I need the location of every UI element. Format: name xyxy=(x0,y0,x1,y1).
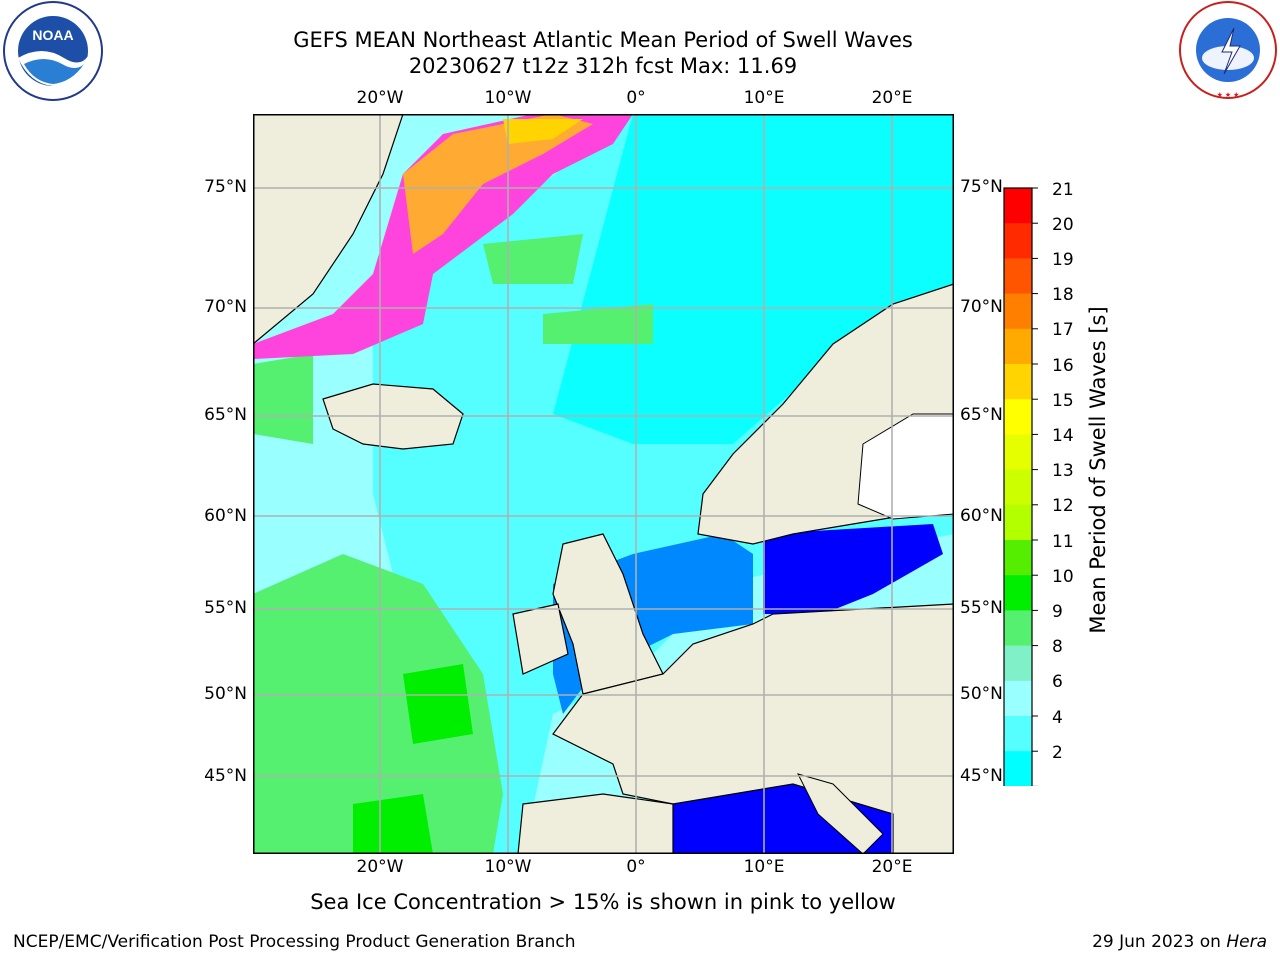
lat-label-right: 55°N xyxy=(960,598,1003,618)
run-date-text: 29 Jun 2023 on xyxy=(1092,932,1227,952)
colorbar-swatch xyxy=(1004,504,1032,541)
colorbar-swatch xyxy=(1004,751,1032,786)
nws-logo: ★ ★ ★ xyxy=(1178,0,1278,100)
ireland-land xyxy=(512,603,569,675)
lat-label-left: 60°N xyxy=(204,506,247,526)
lat-label-right: 60°N xyxy=(960,506,1003,526)
lat-label-left: 75°N xyxy=(204,177,247,197)
lat-label-right: 45°N xyxy=(960,766,1003,786)
producer-credit: NCEP/EMC/Verification Post Processing Pr… xyxy=(13,932,576,952)
continent-land xyxy=(552,603,954,854)
colorbar-tick-label: 18 xyxy=(1052,285,1074,305)
colorbar-tick-label: 12 xyxy=(1052,496,1074,516)
colorbar-swatch xyxy=(1004,223,1032,259)
colorbar-tick-label: 4 xyxy=(1052,708,1063,728)
chart-title-line1: GEFS MEAN Northeast Atlantic Mean Period… xyxy=(293,28,913,52)
colorbar-tick-label: 2 xyxy=(1052,743,1063,763)
lon-label-bottom: 20°W xyxy=(356,857,404,877)
italy-land xyxy=(797,773,884,854)
colorbar-tick-label: 14 xyxy=(1052,426,1074,446)
colorbar-title: Mean Period of Swell Waves [s] xyxy=(1086,306,1110,634)
lon-label-bottom: 0° xyxy=(626,857,646,877)
colorbar-tick-label: 6 xyxy=(1052,672,1063,692)
colorbar-swatch xyxy=(1004,680,1032,717)
lat-label-right: 50°N xyxy=(960,684,1003,704)
lon-label-top: 10°E xyxy=(743,88,785,108)
lon-label-top: 20°E xyxy=(871,88,913,108)
sea-ice xyxy=(253,114,633,359)
green-west xyxy=(253,354,313,444)
lon-label-bottom: 10°W xyxy=(484,857,532,877)
sea-ice-yellow xyxy=(503,119,583,144)
sea-ice-warm xyxy=(403,114,593,254)
lat-label-left: 65°N xyxy=(204,405,247,425)
colorbar-swatch xyxy=(1004,610,1032,647)
run-host: Hera xyxy=(1226,932,1267,952)
colorbar-tick-label: 8 xyxy=(1052,637,1063,657)
noaa-logo: NOAA xyxy=(2,0,104,102)
lon-label-top: 10°W xyxy=(484,88,532,108)
colorbar-tick-label: 13 xyxy=(1052,461,1074,481)
lat-label-left: 45°N xyxy=(204,766,247,786)
svg-text:★ ★ ★: ★ ★ ★ xyxy=(1217,91,1240,99)
colorbar-swatch xyxy=(1004,293,1032,330)
lat-label-left: 55°N xyxy=(204,598,247,618)
colorbar-tick-label: 21 xyxy=(1052,180,1074,200)
colorbar-tick-label: 16 xyxy=(1052,356,1074,376)
colorbar-tick-label: 19 xyxy=(1052,250,1074,270)
colorbar-swatch xyxy=(1004,645,1032,682)
colorbar-swatch xyxy=(1004,258,1032,295)
graticule xyxy=(253,114,954,854)
colorbar-swatch xyxy=(1004,575,1032,611)
lon-label-bottom: 20°E xyxy=(871,857,913,877)
colorbar-swatch xyxy=(1004,540,1032,576)
sea-ice-note: Sea Ice Concentration > 15% is shown in … xyxy=(310,890,896,914)
sweden-white xyxy=(857,413,954,520)
colorbar-swatch xyxy=(1004,328,1032,365)
baltic-blue xyxy=(763,524,943,614)
map-frame xyxy=(253,114,954,854)
colorbar xyxy=(1003,187,1038,786)
green-bright-1 xyxy=(403,664,473,744)
colorbar-tick-label: 15 xyxy=(1052,391,1074,411)
run-date: 29 Jun 2023 on Hera xyxy=(1092,932,1267,952)
colorbar-tick-label: 9 xyxy=(1052,602,1063,622)
lon-label-top: 0° xyxy=(626,88,646,108)
green-bright-2 xyxy=(353,794,433,854)
colorbar-tick-label: 20 xyxy=(1052,215,1074,235)
chart-title-line2: 20230627 t12z 312h fcst Max: 11.69 xyxy=(408,54,798,78)
lat-label-right: 65°N xyxy=(960,405,1003,425)
barents-cyan xyxy=(553,114,954,444)
colorbar-swatch xyxy=(1004,434,1032,471)
colorbar-swatch xyxy=(1004,188,1032,224)
greenland-land xyxy=(253,114,404,345)
lon-label-top: 20°W xyxy=(356,88,404,108)
colorbar-tick-label: 17 xyxy=(1052,320,1074,340)
lat-label-left: 50°N xyxy=(204,684,247,704)
lat-label-right: 75°N xyxy=(960,177,1003,197)
colorbar-tick-label: 11 xyxy=(1052,532,1074,552)
colorbar-swatch xyxy=(1004,364,1032,400)
svg-text:NOAA: NOAA xyxy=(32,27,73,43)
colorbar-swatch xyxy=(1004,716,1032,752)
green-north-2 xyxy=(543,304,653,344)
colorbar-swatch xyxy=(1004,469,1032,506)
swell-period-map xyxy=(253,114,954,854)
lat-label-right: 70°N xyxy=(960,297,1003,317)
lat-label-left: 70°N xyxy=(204,297,247,317)
green-southwest xyxy=(253,554,503,854)
colorbar-tick-label: 10 xyxy=(1052,567,1074,587)
lon-label-bottom: 10°E xyxy=(743,857,785,877)
iberia-land xyxy=(517,793,674,854)
colorbar-swatch xyxy=(1004,399,1032,435)
